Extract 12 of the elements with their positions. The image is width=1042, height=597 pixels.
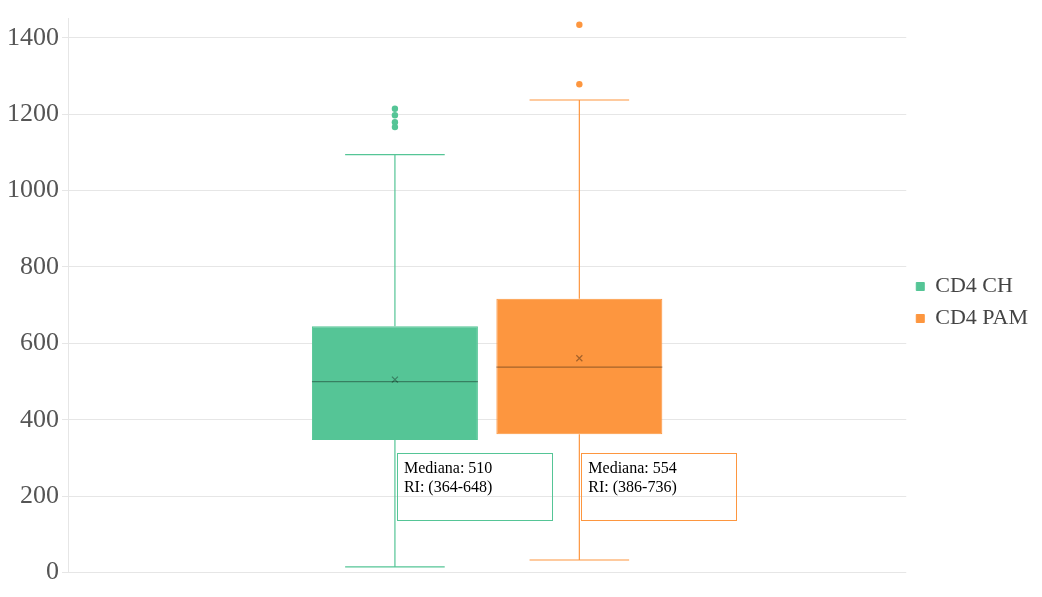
legend-label: CD4 PAM <box>935 304 1029 330</box>
y-tick-label: 1400 <box>7 21 59 51</box>
y-tick-label: 800 <box>20 250 59 280</box>
y-tick-label: 600 <box>20 327 59 357</box>
y-tick-label: 1200 <box>7 97 59 127</box>
y-tick-label: 200 <box>20 480 59 510</box>
y-tick-label: 0 <box>46 556 59 586</box>
annotation: Mediana: 554 RI: (386-736) <box>588 458 678 497</box>
y-tick-label: 1000 <box>7 174 59 204</box>
y-tick-label: 400 <box>20 403 59 433</box>
annotation: Mediana: 510 RI: (364-648) <box>403 458 494 497</box>
legend-label: CD4 CH <box>935 272 1014 298</box>
